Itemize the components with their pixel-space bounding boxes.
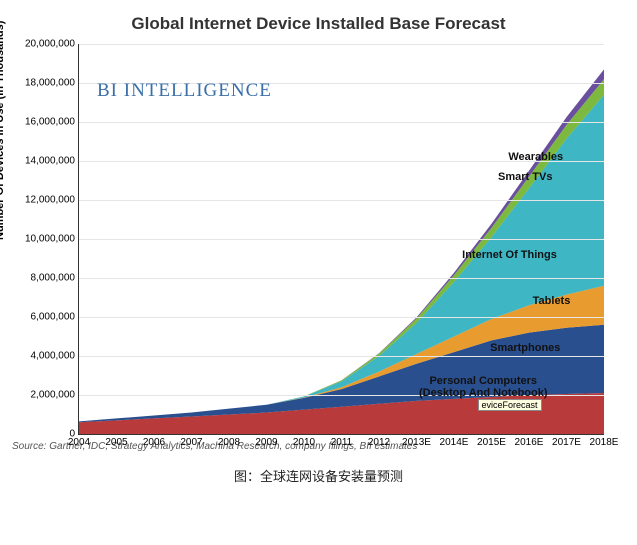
- tooltip-artifact: eviceForecast: [477, 399, 541, 411]
- x-tick-label: 2006: [143, 434, 165, 448]
- gridline-h: [79, 239, 604, 240]
- gridline-h: [79, 44, 604, 45]
- series-label: Internet Of Things: [462, 249, 557, 261]
- x-tick-label: 2017E: [552, 434, 581, 448]
- series-label: Personal Computers(Desktop And Notebook): [419, 375, 548, 399]
- gridline-h: [79, 200, 604, 201]
- y-tick-label: 10,000,000: [25, 234, 79, 245]
- x-tick-label: 2009: [255, 434, 277, 448]
- x-tick-label: 2005: [105, 434, 127, 448]
- gridline-h: [79, 356, 604, 357]
- y-tick-label: 12,000,000: [25, 195, 79, 206]
- x-tick-label: 2011: [331, 434, 353, 448]
- chart-container: Global Internet Device Installed Base Fo…: [10, 14, 627, 452]
- series-label: Tablets: [533, 295, 571, 307]
- series-label: Smart TVs: [498, 171, 552, 183]
- y-tick-label: 8,000,000: [31, 273, 80, 284]
- series-label: Smartphones: [490, 342, 560, 354]
- plot-area: 02,000,0004,000,0006,000,0008,000,00010,…: [78, 44, 604, 435]
- x-tick-label: 2007: [180, 434, 202, 448]
- brand-watermark: BI INTELLIGENCE: [97, 80, 272, 102]
- y-tick-label: 18,000,000: [25, 78, 79, 89]
- figure-caption: 图：全球连网设备安装量预测: [10, 466, 627, 485]
- gridline-h: [79, 122, 604, 123]
- y-axis-label: Number Of Devices In Use (In Thousands): [0, 20, 6, 239]
- x-tick-label: 2013E: [402, 434, 431, 448]
- gridline-h: [79, 278, 604, 279]
- y-tick-label: 4,000,000: [31, 351, 80, 362]
- x-tick-label: 2010: [293, 434, 315, 448]
- y-tick-label: 16,000,000: [25, 117, 79, 128]
- x-tick-label: 2008: [218, 434, 240, 448]
- y-tick-label: 2,000,000: [31, 390, 80, 401]
- x-tick-label: 2004: [68, 434, 90, 448]
- x-tick-label: 2018E: [590, 434, 619, 448]
- x-tick-label: 2014E: [440, 434, 469, 448]
- x-tick-label: 2012: [368, 434, 390, 448]
- x-tick-label: 2015E: [477, 434, 506, 448]
- chart-title: Global Internet Device Installed Base Fo…: [10, 14, 627, 34]
- series-label: Wearables: [508, 151, 563, 163]
- x-tick-label: 2016E: [515, 434, 544, 448]
- y-tick-label: 20,000,000: [25, 39, 79, 50]
- gridline-h: [79, 317, 604, 318]
- y-tick-label: 6,000,000: [31, 312, 80, 323]
- y-tick-label: 14,000,000: [25, 156, 79, 167]
